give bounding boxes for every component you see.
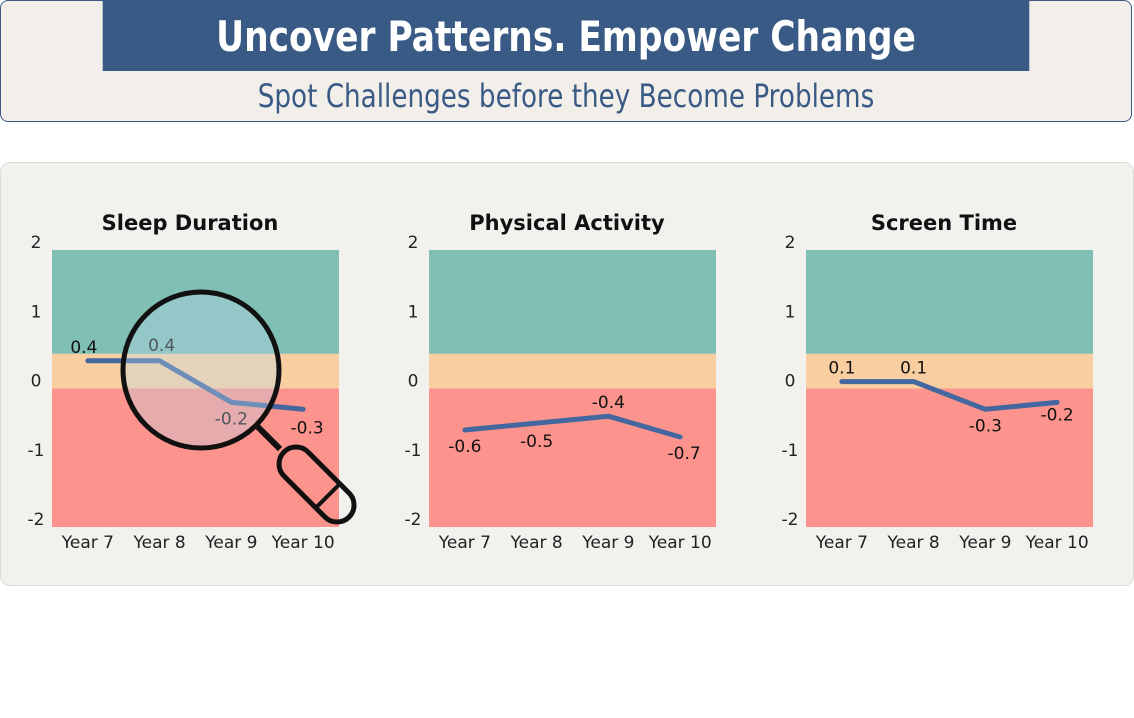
y-tick-label: -1 xyxy=(782,441,799,461)
data-label: -0.3 xyxy=(969,416,1002,436)
header-banner: Uncover Patterns. Empower Change Spot Ch… xyxy=(0,0,1132,122)
x-tick-label: Year 9 xyxy=(581,533,634,553)
chart-1: Physical Activity 2 1 0 -1 -2 Year 7 Year 8 Year… xyxy=(405,211,716,553)
y-tick-label: -2 xyxy=(782,510,799,530)
x-tick-label: Year 7 xyxy=(815,533,868,553)
data-label: -0.2 xyxy=(215,409,248,429)
y-tick-label: -2 xyxy=(405,510,422,530)
data-label: 0.4 xyxy=(148,336,175,356)
y-tick-label: 0 xyxy=(785,372,796,392)
chart-title: Screen Time xyxy=(871,211,1017,235)
y-tick-label: -1 xyxy=(28,441,45,461)
x-tick-label: Year 8 xyxy=(133,533,186,553)
y-tick-label: -1 xyxy=(405,441,422,461)
band-concern xyxy=(52,388,339,527)
series-line xyxy=(462,413,683,440)
band-concern xyxy=(806,388,1093,527)
y-tick-label: 2 xyxy=(785,233,796,253)
x-tick-label: Year 8 xyxy=(510,533,563,553)
band-good xyxy=(806,250,1093,354)
y-tick-label: 2 xyxy=(408,233,419,253)
data-label: 0.4 xyxy=(70,338,97,358)
x-tick-label: Year 7 xyxy=(438,533,491,553)
x-tick-label: Year 7 xyxy=(61,533,114,553)
chart-0: Sleep Duration 2 1 0 -1 -2 Year 7 Year 8 Year 9 Y… xyxy=(28,211,339,553)
data-label: -0.5 xyxy=(520,432,553,452)
x-tick-label: Year 10 xyxy=(648,533,712,553)
band-concern xyxy=(429,388,716,527)
y-tick-label: -2 xyxy=(28,510,45,530)
lens-neck xyxy=(254,423,283,452)
y-tick-label: 1 xyxy=(31,302,42,322)
band-watch xyxy=(429,353,716,389)
page-title: Uncover Patterns. Empower Change xyxy=(102,1,1030,71)
y-tick-label: 1 xyxy=(785,302,796,322)
data-label: -0.3 xyxy=(291,418,324,438)
band-good xyxy=(52,250,339,354)
chart-title: Physical Activity xyxy=(469,211,665,235)
x-tick-label: Year 10 xyxy=(1025,533,1089,553)
handle-band xyxy=(315,483,340,508)
band-good xyxy=(429,250,716,354)
chart-title: Sleep Duration xyxy=(102,211,279,235)
data-label: -0.6 xyxy=(448,437,481,457)
data-label: 0.1 xyxy=(900,359,927,379)
lens-rim xyxy=(120,289,282,451)
data-label: -0.7 xyxy=(668,444,701,464)
page-subtitle: Spot Challenges before they Become Probl… xyxy=(257,77,875,115)
series-line xyxy=(839,379,1060,412)
x-tick-label: Year 8 xyxy=(887,533,940,553)
x-tick-label: Year 10 xyxy=(271,533,335,553)
y-tick-label: 0 xyxy=(31,372,42,392)
y-tick-label: 0 xyxy=(408,372,419,392)
x-tick-label: Year 9 xyxy=(204,533,257,553)
chart-2: Screen Time 2 1 0 -1 -2 Year 7 Year 8 Year 9 Year… xyxy=(782,211,1093,553)
lens-glass xyxy=(123,292,279,448)
y-tick-label: 1 xyxy=(408,302,419,322)
data-label: 0.1 xyxy=(828,359,855,379)
data-label: -0.2 xyxy=(1041,405,1074,425)
data-label: -0.4 xyxy=(592,393,625,413)
y-tick-label: 2 xyxy=(31,233,42,253)
x-tick-label: Year 9 xyxy=(958,533,1011,553)
